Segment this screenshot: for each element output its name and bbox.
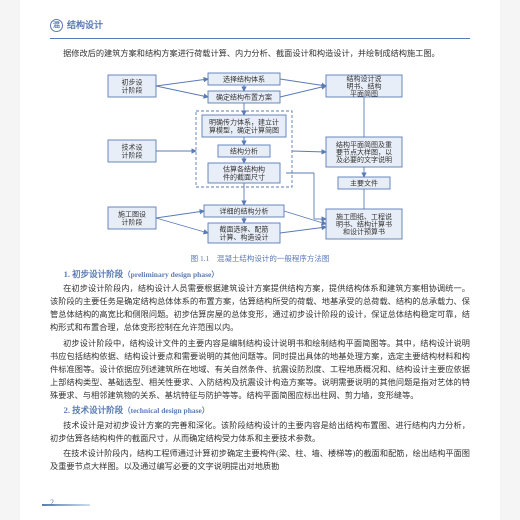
svg-text:计算、构造设计: 计算、构造设计: [220, 232, 269, 241]
svg-text:详细的结构分析: 详细的结构分析: [220, 206, 269, 215]
svg-text:确定结构布置方案: 确定结构布置方案: [216, 92, 272, 101]
svg-text:施工图设: 施工图设: [118, 209, 146, 218]
section-1-p1: 在初步设计阶段内，结构设计人员需要根据建筑设计方案提供结构方案，提供结构体系和建…: [50, 282, 470, 335]
section-2-heading: 2. 技术设计阶段（technical design phase）: [50, 404, 470, 418]
svg-text:主要文件: 主要文件: [350, 178, 378, 187]
header-title: 结构设计: [67, 18, 103, 32]
svg-text:要节点大样图，以: 要节点大样图，以: [336, 147, 392, 156]
intro-text: 据修改后的建筑方案和结构方案进行荷载计算、内力分析、截面设计和构造设计，并绘制成…: [50, 47, 470, 60]
svg-text:及必要的文字说明: 及必要的文字说明: [336, 155, 392, 164]
svg-text:选择结构体系: 选择结构体系: [223, 74, 265, 83]
section-2-p2: 在技术设计阶段内，结构工程师通过计算初步确定主要构件(梁、柱、墙、楼梯等)的截面…: [50, 447, 470, 473]
flowchart: 初步设计阶段技术设计阶段施工图设计阶段选择结构体系确定结构布置方案明确传力体系，…: [50, 67, 470, 251]
svg-text:计阶段: 计阶段: [122, 217, 143, 226]
svg-text:技术设: 技术设: [122, 142, 143, 151]
svg-text:计阶段: 计阶段: [122, 150, 143, 159]
svg-text:明书、结构: 明书、结构: [347, 81, 382, 90]
svg-text:施工图纸、工程说: 施工图纸、工程说: [336, 211, 392, 220]
svg-text:结构平面简图及重: 结构平面简图及重: [336, 139, 392, 148]
svg-text:计阶段: 计阶段: [122, 85, 143, 94]
header: 混 结构设计: [50, 18, 470, 32]
header-rule: [50, 38, 470, 39]
svg-text:估算各结构构: 估算各结构构: [223, 164, 265, 173]
logo-icon: 混: [50, 19, 63, 32]
svg-text:初步设: 初步设: [122, 77, 143, 86]
svg-text:算模型，确定计算简图: 算模型，确定计算简图: [209, 125, 279, 134]
page-number: 2: [50, 497, 54, 510]
section-2-p1: 技术设计是对初步设计方案的完善和深化。该阶段结构设计的主要内容是给出结构布置图、…: [50, 419, 470, 445]
svg-text:明确传力体系，建立计: 明确传力体系，建立计: [209, 117, 279, 126]
section-1-heading: 1. 初步设计阶段（preliminary design phase）: [50, 268, 470, 282]
svg-text:结构分析: 结构分析: [230, 146, 258, 155]
svg-text:明书、结构计算书: 明书、结构计算书: [336, 219, 392, 228]
svg-text:平面简图: 平面简图: [350, 89, 378, 98]
section-1-p2: 初步设计阶段中，结构设计文件的主要内容是编制结构设计说明书和绘制结构平面简图等。…: [50, 337, 470, 403]
svg-text:件的截面尺寸: 件的截面尺寸: [223, 172, 265, 181]
svg-text:和设计预算书: 和设计预算书: [343, 227, 385, 236]
svg-text:截面选择、配筋: 截面选择、配筋: [220, 224, 269, 233]
figure-caption: 图 1.1 混凝土结构设计的一般程序方法图: [50, 253, 470, 265]
svg-text:结构设计说: 结构设计说: [347, 73, 382, 82]
